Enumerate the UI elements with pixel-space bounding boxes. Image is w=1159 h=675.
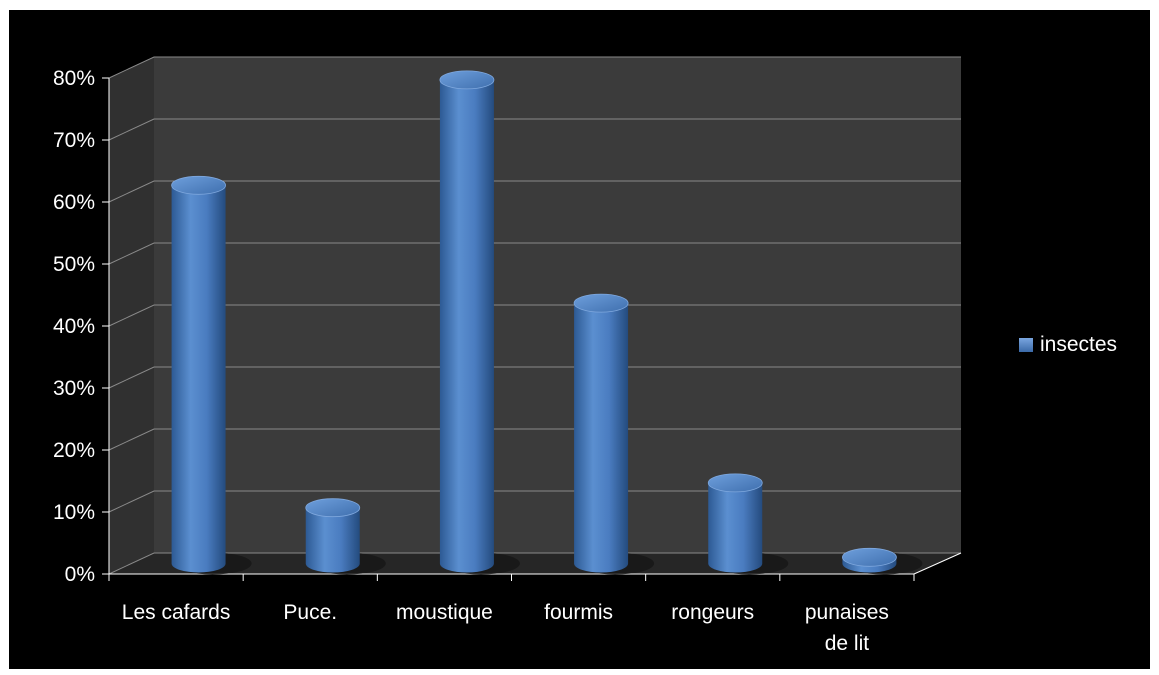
y-tick-label: 20% [53, 439, 95, 462]
bar-fourmis [573, 293, 655, 575]
bar-body [305, 507, 360, 573]
gridline [108, 242, 961, 265]
y-tick-label: 40% [53, 315, 95, 338]
y-axis-tick-labels: 0% 10% 20% 30% 40% 50% 60% 70% 80% [53, 67, 95, 586]
floor-edge-line [913, 552, 962, 575]
legend: insectes [1019, 333, 1117, 356]
bar-series [171, 70, 923, 575]
bar-top [842, 547, 897, 567]
legend-label-insectes: insectes [1040, 333, 1117, 356]
bar-puce [305, 498, 386, 575]
gridline [108, 118, 961, 141]
y-tick-label: 80% [53, 67, 95, 90]
bar-top [573, 293, 629, 313]
gridline [108, 552, 961, 575]
chart-walls [109, 57, 961, 574]
bar-body [171, 185, 226, 573]
legend-swatch [1019, 338, 1033, 352]
x-category-label: Les cafards [122, 601, 231, 624]
bar-body [708, 482, 763, 573]
gridline [108, 304, 961, 327]
x-category-label: Puce. [283, 601, 337, 624]
y-tick-label: 60% [53, 191, 95, 214]
y-tick-label: 70% [53, 129, 95, 152]
bar-top [439, 70, 495, 90]
bar-top [305, 498, 361, 518]
bar-top [171, 175, 226, 195]
chart-area: 0% 10% 20% 30% 40% 50% 60% 70% 80% Les cafards Pu… [9, 10, 1150, 669]
x-category-label: moustique [396, 601, 493, 624]
x-category-label: fourmis [544, 601, 613, 624]
x-category-label: de lit [825, 632, 870, 655]
bar-body [439, 79, 494, 573]
bar-moustique [439, 70, 520, 575]
bar-punaises-de-lit [842, 547, 923, 575]
gridlines [102, 56, 961, 575]
axes [108, 78, 962, 581]
gridline [108, 180, 961, 203]
gridline [108, 490, 961, 513]
y-tick-label: 30% [53, 377, 95, 400]
y-tick-label: 10% [53, 501, 95, 524]
x-category-label: rongeurs [671, 601, 754, 624]
y-tick-label: 50% [53, 253, 95, 276]
x-axis-category-labels: Les cafards Puce. moustique fourmis rongeurs… [122, 601, 889, 655]
y-tick-label: 0% [65, 563, 95, 586]
gridline [108, 366, 961, 389]
x-category-label: punaises [805, 601, 889, 624]
bar-les-cafards [171, 175, 252, 575]
bar-body [574, 303, 629, 573]
bar-chart: 0% 10% 20% 30% 40% 50% 60% 70% 80% Les cafards Pu… [53, 56, 1117, 655]
bar-top [707, 473, 763, 493]
gridline [108, 428, 961, 451]
bar-rongeurs [707, 473, 789, 575]
gridline [108, 56, 961, 79]
